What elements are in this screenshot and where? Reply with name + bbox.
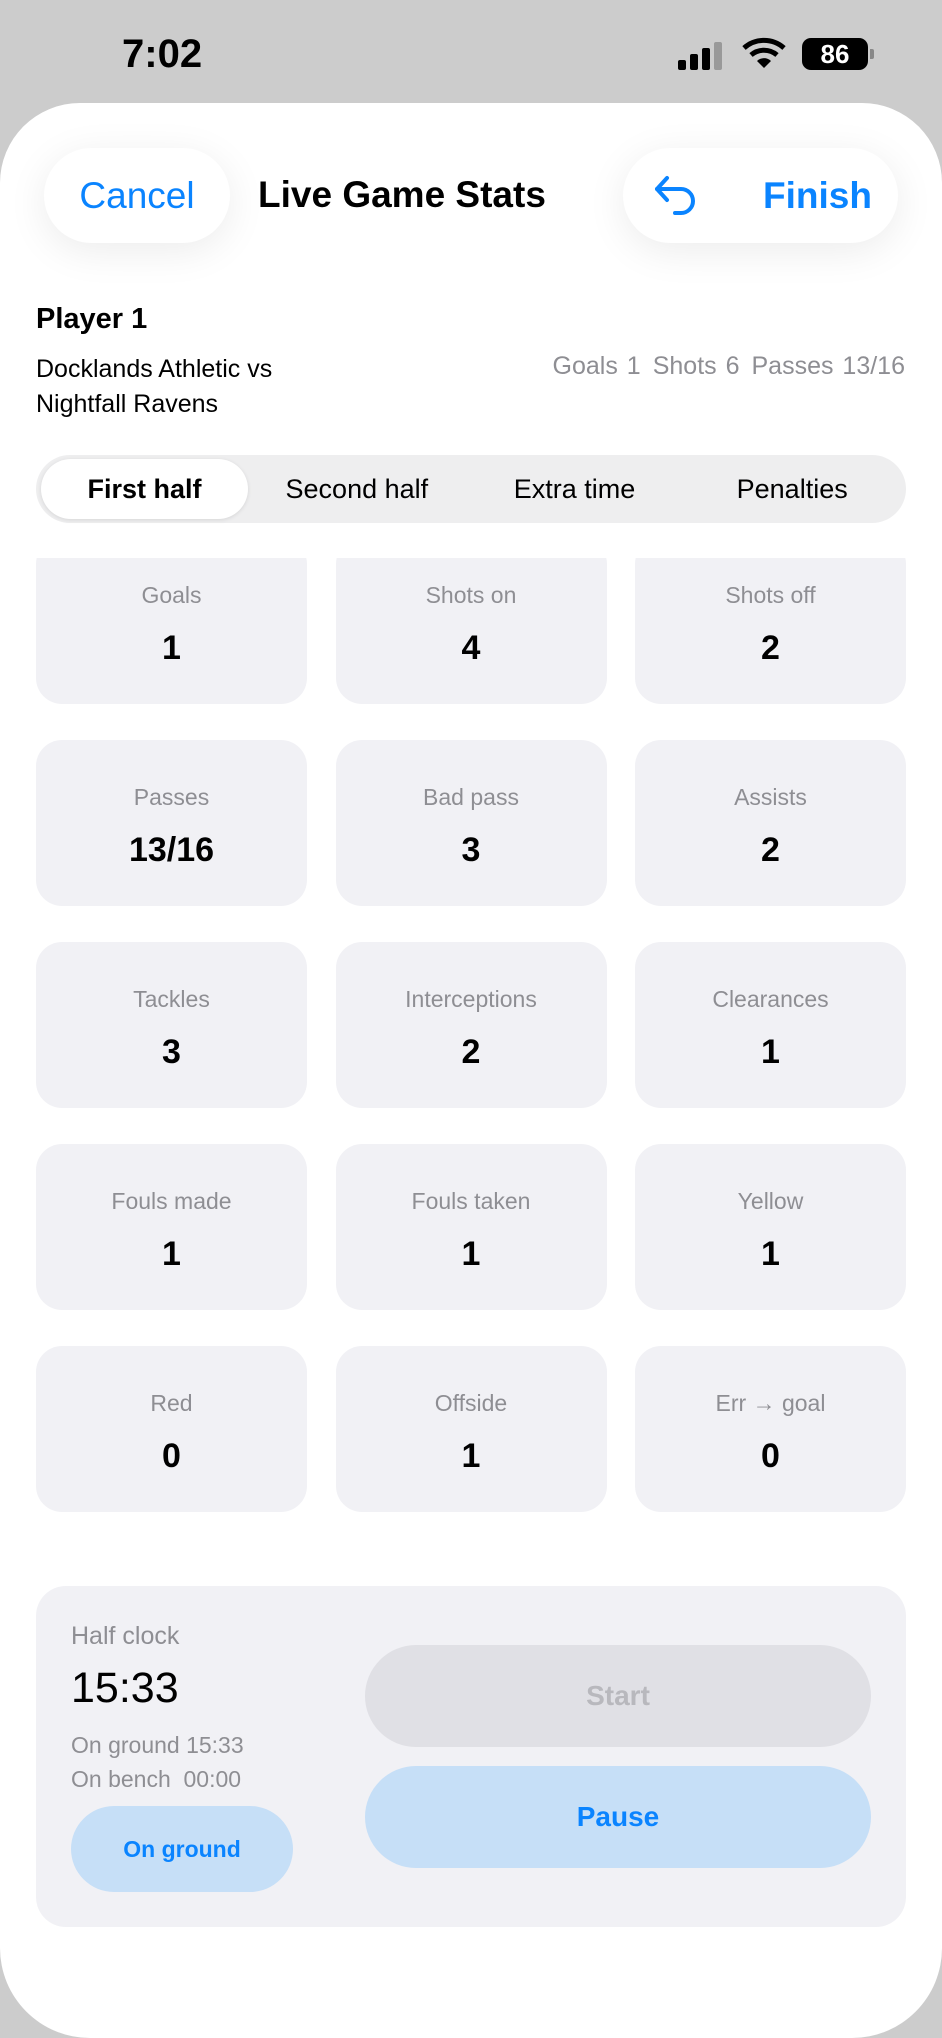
- stat-card[interactable]: Interceptions 2: [335, 942, 607, 1108]
- player-name: Player 1: [36, 303, 148, 335]
- stat-value: 2: [761, 831, 780, 869]
- stat-label: Fouls taken: [411, 1188, 531, 1214]
- stat-card[interactable]: Fouls taken 1: [335, 1144, 607, 1310]
- stat-card[interactable]: Shots off 2: [635, 558, 906, 704]
- stat-label: Shots on: [425, 582, 517, 608]
- stat-value: 1: [162, 1235, 181, 1273]
- tab-extra-time[interactable]: Extra time: [513, 474, 636, 504]
- stat-value: 1: [461, 1235, 481, 1273]
- clock-panel: Half clock 15:33 On ground 15:33 On bench…: [36, 1586, 906, 1927]
- stat-card[interactable]: Assists 2: [635, 740, 906, 906]
- header-actions: Finish: [623, 148, 898, 243]
- tab-first-half[interactable]: First half: [41, 459, 248, 519]
- stats-grid: Goals 1 Shots on 4 Shots off 2 Passes 13/16 Bad …: [36, 558, 906, 1512]
- page-title: Live Game Stats: [258, 174, 546, 215]
- summary-goals: Goals 1: [552, 352, 641, 380]
- stats-scroll[interactable]: Goals 1 Shots on 4 Shots off 2 Passes 13/16 Bad …: [0, 558, 942, 1558]
- period-tabs: First half Second half Extra time Penalt…: [36, 455, 906, 523]
- tab-second-half[interactable]: Second half: [285, 474, 429, 504]
- stat-value: 2: [461, 1033, 481, 1071]
- stat-card[interactable]: Fouls made 1: [36, 1144, 307, 1310]
- signal-icon: [678, 40, 722, 70]
- stat-label: Goals: [141, 582, 202, 608]
- pause-button[interactable]: Pause: [365, 1766, 871, 1868]
- stat-card[interactable]: Tackles 3: [36, 942, 307, 1108]
- stat-value: 3: [461, 831, 481, 869]
- wifi-icon: [742, 37, 786, 68]
- start-button[interactable]: Start: [365, 1645, 871, 1747]
- undo-arrow-icon[interactable]: [651, 172, 699, 220]
- cancel-button[interactable]: Cancel: [44, 148, 230, 243]
- tab-penalties[interactable]: Penalties: [736, 474, 848, 504]
- stat-value: 1: [761, 1235, 780, 1273]
- stat-card[interactable]: Offside 1: [335, 1346, 607, 1512]
- summary-shots: Shots 6: [652, 352, 740, 380]
- stat-label: Offside: [434, 1390, 508, 1416]
- stat-card[interactable]: Red 0: [36, 1346, 307, 1512]
- stat-label: Tackles: [133, 986, 210, 1012]
- stat-value: 1: [761, 1033, 780, 1071]
- clock-value: 15:33: [71, 1664, 179, 1712]
- stat-card[interactable]: Shots on 4: [335, 558, 607, 704]
- match-title: Docklands Athletic vs Nightfall Ravens: [36, 355, 273, 418]
- time-breakdown: On ground 15:33 On bench 00:00: [71, 1728, 244, 1796]
- summary-passes: Passes 13/16: [751, 352, 906, 380]
- stat-value: 4: [461, 629, 481, 667]
- status-time: 7:02: [122, 32, 203, 76]
- stat-value: 0: [761, 1437, 780, 1475]
- stat-value: 2: [761, 629, 780, 667]
- stat-card[interactable]: Bad pass 3: [335, 740, 607, 906]
- stat-label: Bad pass: [423, 784, 519, 810]
- stat-card[interactable]: Err → goal 0: [635, 1346, 906, 1512]
- stat-label: Err → goal: [715, 1390, 826, 1416]
- stat-value: 3: [162, 1033, 181, 1071]
- stat-card[interactable]: Passes 13/16: [36, 740, 307, 906]
- stat-label: Fouls made: [111, 1188, 232, 1214]
- stat-card[interactable]: Goals 1: [36, 558, 307, 704]
- on-bench-time: On bench 00:00: [71, 1766, 242, 1792]
- stat-label: Assists: [734, 784, 807, 810]
- on-ground-time: On ground 15:33: [71, 1732, 244, 1758]
- clock-label: Half clock: [71, 1622, 180, 1650]
- on-ground-toggle[interactable]: On ground: [71, 1806, 293, 1892]
- stat-label: Interceptions: [405, 986, 537, 1012]
- stat-label: Clearances: [712, 986, 829, 1012]
- stat-value: 1: [461, 1437, 481, 1475]
- stat-label: Shots off: [725, 582, 816, 608]
- stat-card[interactable]: Yellow 1: [635, 1144, 906, 1310]
- player-summary: Goals 1 Shots 6 Passes 13/16: [541, 352, 905, 381]
- battery-icon: 86: [802, 38, 874, 70]
- stat-value: 1: [162, 629, 181, 667]
- stat-label: Yellow: [737, 1188, 804, 1214]
- stat-value: 0: [162, 1437, 181, 1475]
- stat-label: Passes: [133, 784, 210, 810]
- finish-button[interactable]: Finish: [763, 174, 872, 216]
- stat-card[interactable]: Clearances 1: [635, 942, 906, 1108]
- stat-label: Red: [150, 1390, 193, 1416]
- stat-value: 13/16: [128, 831, 215, 869]
